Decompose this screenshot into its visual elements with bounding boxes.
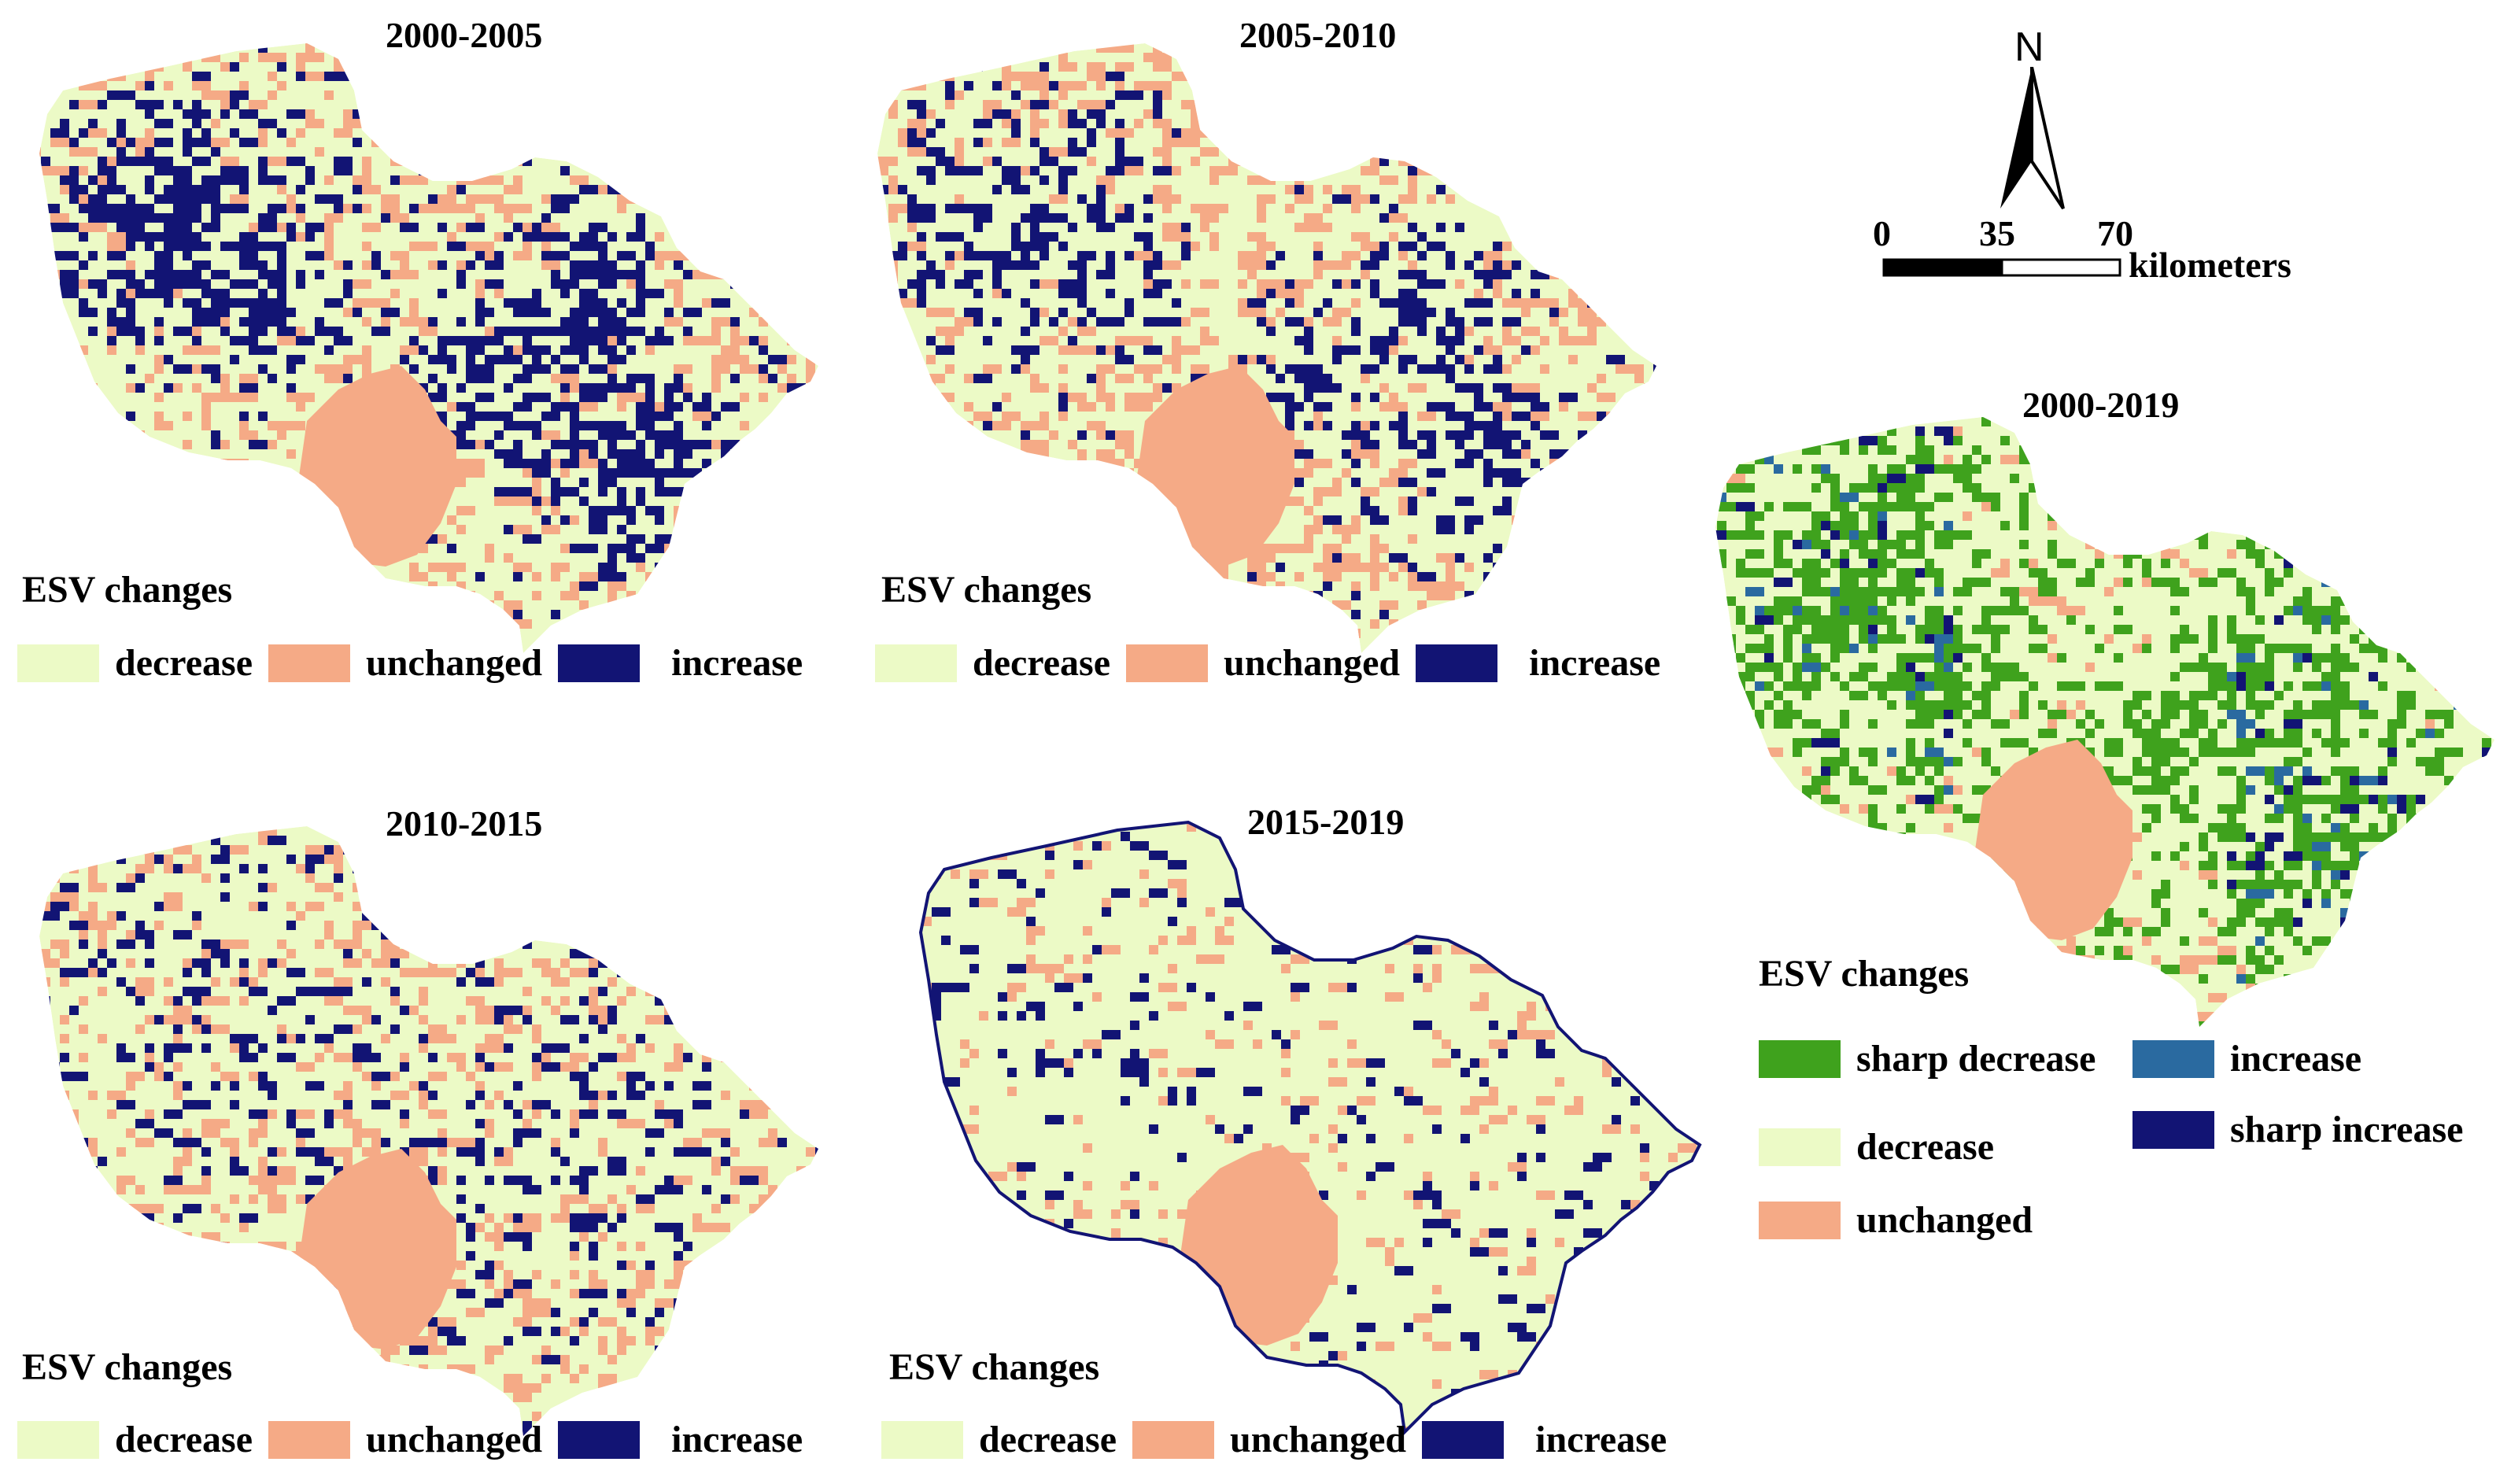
legend-title: ESV changes <box>22 569 233 611</box>
legend-swatch-unchanged <box>1759 1201 1841 1239</box>
legend-label-unchanged: unchanged <box>1856 1199 2033 1241</box>
legend-item-unchanged: unchanged <box>268 1418 542 1461</box>
legend: decrease unchanged increase <box>17 641 803 685</box>
legend-item-increase: increase <box>1422 1418 1667 1461</box>
legend-swatch-decrease <box>881 1420 963 1459</box>
legend-item-decrease: decrease <box>17 1418 253 1461</box>
north-arrow: N <box>1991 24 2077 210</box>
legend-swatch-decrease <box>17 644 99 682</box>
legend-swatch-increase <box>1422 1420 1505 1459</box>
legend-label-sharp-increase: sharp increase <box>2230 1109 2464 1150</box>
legend-label-sharp-decrease: sharp decrease <box>1856 1038 2096 1080</box>
legend: decrease unchanged increase <box>875 641 1660 685</box>
legend-swatch-increase <box>558 1420 641 1459</box>
legend-title: ESV changes <box>1759 953 1970 995</box>
scale-tick-70: 70 <box>2097 213 2133 253</box>
legend-item-unchanged: unchanged <box>1126 641 1400 685</box>
legend-swatch-sharp-decrease <box>1759 1039 1841 1078</box>
legend-item-increase: increase <box>558 641 803 685</box>
legend-label-unchanged: unchanged <box>366 1419 543 1460</box>
esv-change-map-2000-2005 <box>39 43 818 653</box>
legend-label-unchanged: unchanged <box>1230 1419 1407 1460</box>
esv-change-map-2000-2019 <box>1715 417 2494 1027</box>
legend-label-decrease: decrease <box>115 1419 253 1460</box>
map-title: 2010-2015 <box>386 803 543 844</box>
legend-item-decrease: decrease <box>1759 1125 1994 1168</box>
legend-label-increase: increase <box>671 1419 803 1460</box>
legend-swatch-decrease <box>17 1420 99 1459</box>
map-title: 2000-2005 <box>386 15 543 55</box>
legend-item-increase: increase <box>1416 641 1660 685</box>
map-title: 2015-2019 <box>1247 802 1405 842</box>
legend: decrease unchanged increase <box>17 1418 803 1461</box>
legend-label-decrease: decrease <box>115 642 253 684</box>
legend-swatch-unchanged <box>268 644 351 682</box>
legend-swatch-increase <box>558 644 641 682</box>
legend-swatch-decrease <box>875 644 957 682</box>
scale-unit: kilometers <box>2129 245 2291 285</box>
legend-label-increase: increase <box>2230 1038 2362 1080</box>
north-arrow-icon <box>2000 67 2065 210</box>
legend-swatch-unchanged <box>1132 1420 1215 1459</box>
map-panel-2005-2010: 2005-2010 ESV changes decrease unchanged… <box>858 0 1708 708</box>
legend-swatch-unchanged <box>1126 644 1209 682</box>
legend-label-decrease: decrease <box>979 1419 1117 1460</box>
legend-label-increase: increase <box>1535 1419 1667 1460</box>
legend-title: ESV changes <box>881 569 1092 611</box>
esv-change-map-2015-2019 <box>919 821 1701 1434</box>
map-panel-2010-2015: 2010-2015 ESV changes decrease unchanged… <box>0 779 850 1484</box>
scale-bar-graphic <box>1882 258 2121 277</box>
scale-bar: 0 35 70 kilometers <box>1873 212 2345 291</box>
legend-item-decrease: decrease <box>881 1418 1117 1461</box>
legend-label-increase: increase <box>671 642 803 684</box>
north-label: N <box>2014 24 2044 70</box>
scale-tick-0: 0 <box>1873 213 1891 253</box>
legend-label-unchanged: unchanged <box>366 642 543 684</box>
legend-item-unchanged: unchanged <box>1132 1418 1406 1461</box>
legend-swatch-decrease <box>1759 1128 1841 1166</box>
esv-change-map-2005-2010 <box>877 43 1656 653</box>
legend-label-increase: increase <box>1529 642 1661 684</box>
legend-item-decrease: decrease <box>875 641 1110 685</box>
map-title: 2000-2019 <box>2022 385 2180 425</box>
legend-swatch-unchanged <box>268 1420 351 1459</box>
scale-tick-35: 35 <box>1979 213 2015 253</box>
legend-item-sharp-increase: sharp increase <box>2133 1108 2463 1151</box>
map-panel-2015-2019: 2015-2019 ESV changes decrease unchanged… <box>858 779 1708 1484</box>
legend-item-increase: increase <box>558 1418 803 1461</box>
legend-title: ESV changes <box>22 1346 233 1388</box>
legend-title: ESV changes <box>889 1346 1100 1388</box>
legend-label-unchanged: unchanged <box>1224 642 1401 684</box>
legend-item-unchanged: unchanged <box>1759 1198 2033 1242</box>
legend-item-increase: increase <box>2133 1037 2361 1080</box>
legend-item-unchanged: unchanged <box>268 641 542 685</box>
esv-change-map-2010-2015 <box>39 826 818 1436</box>
legend-item-decrease: decrease <box>17 641 253 685</box>
legend-swatch-increase <box>1416 644 1498 682</box>
legend-swatch-sharp-increase <box>2133 1110 2214 1149</box>
map-panel-2000-2005: 2000-2005 ESV changes decrease unchanged… <box>0 0 850 708</box>
map-panel-2000-2019: 2000-2019 ESV changes sharp decrease inc… <box>1692 378 2511 1259</box>
legend-item-sharp-decrease: sharp decrease <box>1759 1037 2096 1080</box>
map-title: 2005-2010 <box>1239 15 1397 55</box>
legend: decrease unchanged increase <box>881 1418 1667 1461</box>
legend-swatch-increase <box>2133 1039 2214 1078</box>
legend-label-decrease: decrease <box>1856 1126 1995 1168</box>
legend-label-decrease: decrease <box>973 642 1111 684</box>
